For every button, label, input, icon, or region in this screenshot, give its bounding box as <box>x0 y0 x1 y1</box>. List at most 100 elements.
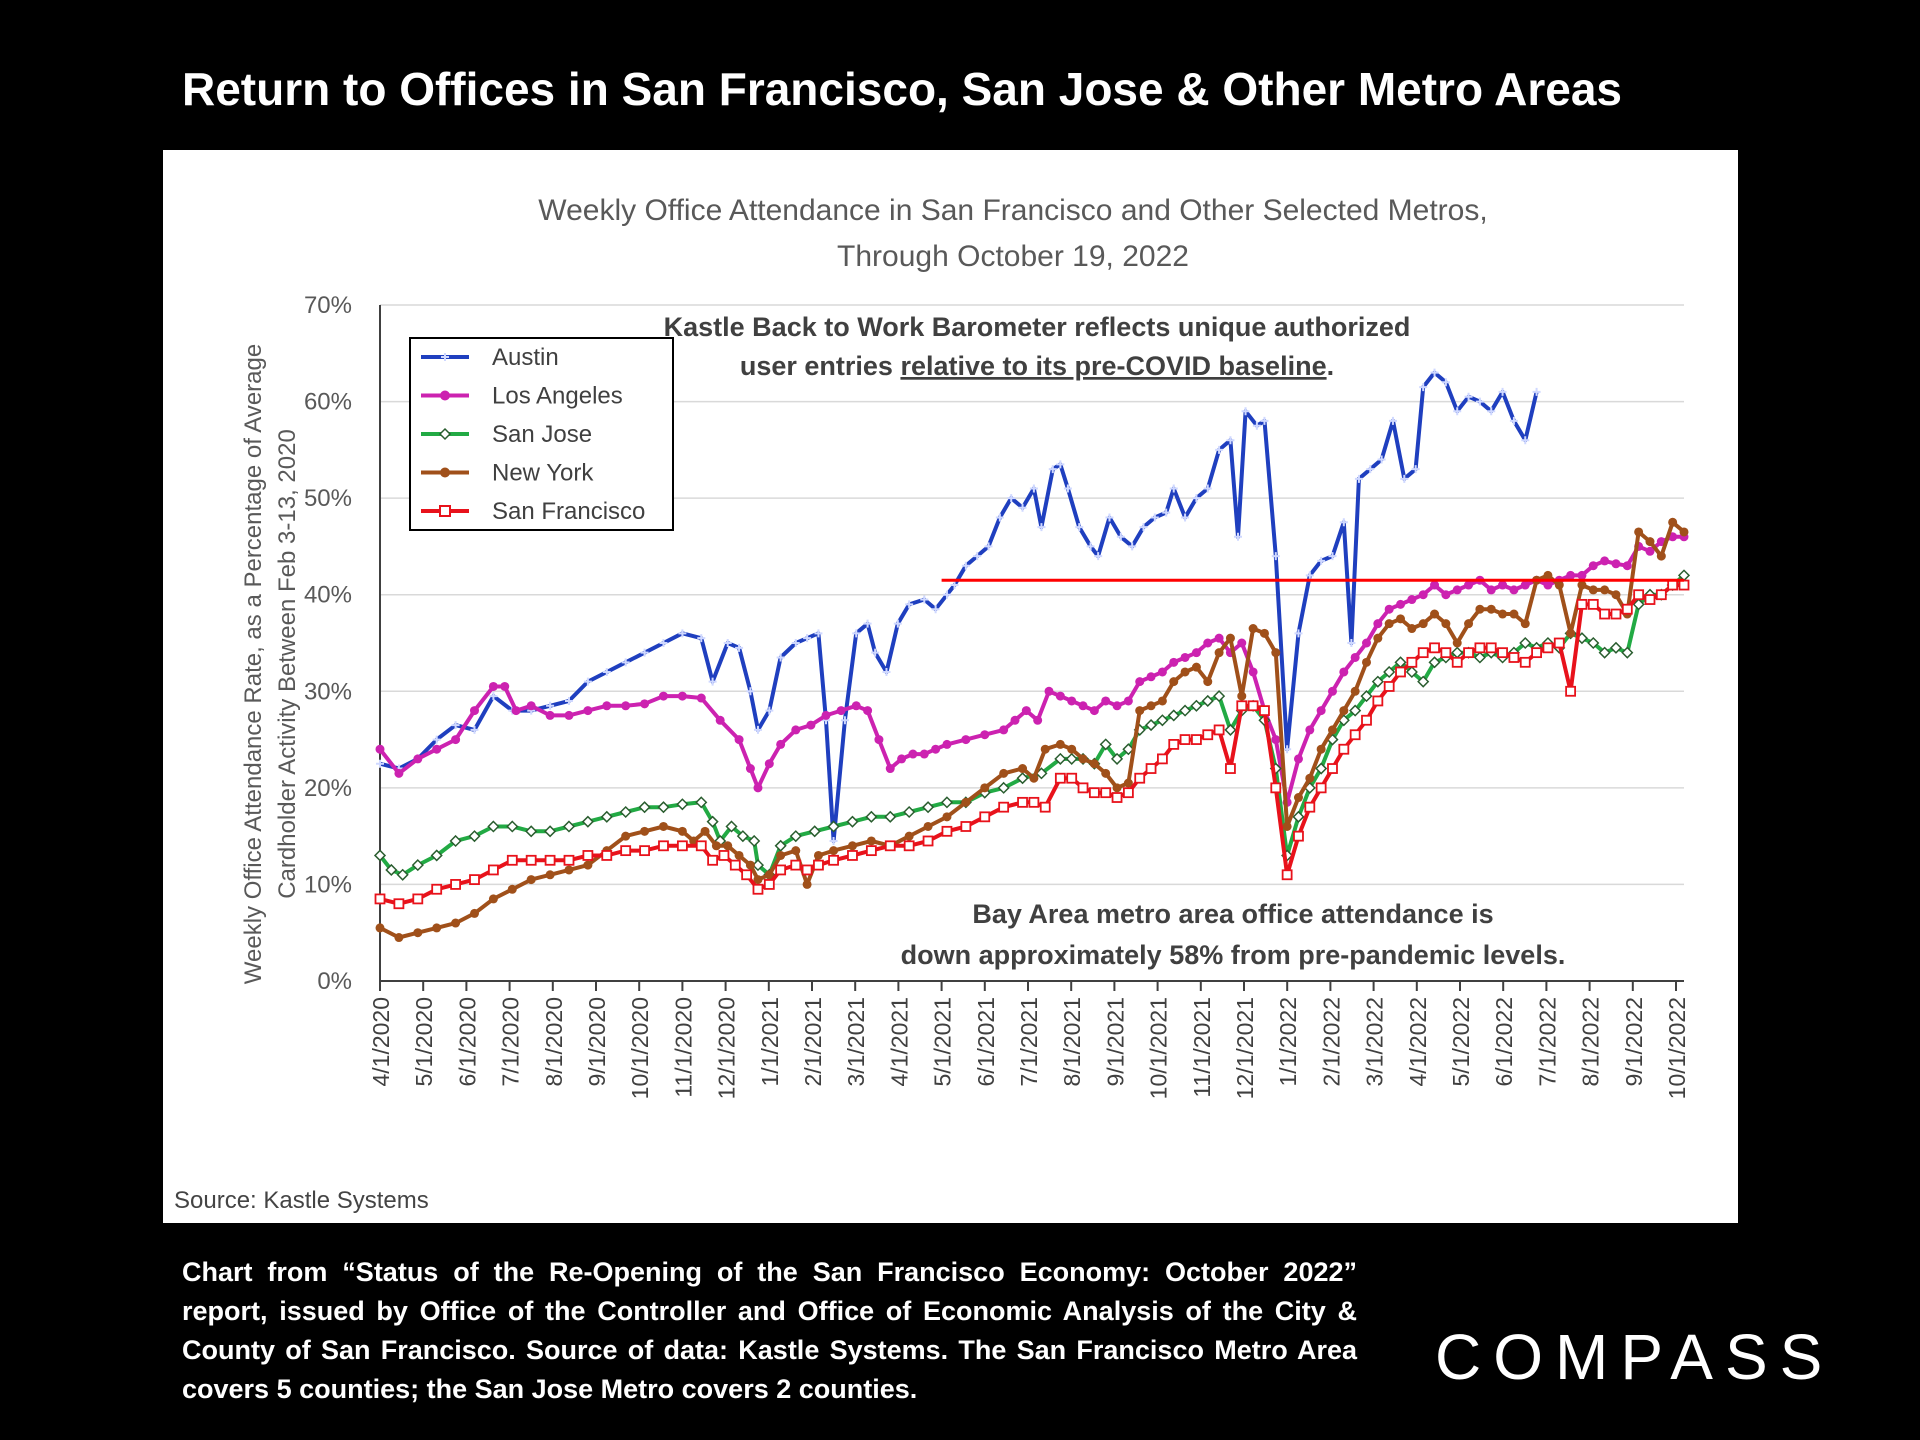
data-point <box>1077 782 1089 794</box>
data-point <box>412 893 424 905</box>
annotation-bottom-line2: down approximately 58% from pre-pandemic… <box>901 940 1566 970</box>
data-point <box>695 840 707 852</box>
data-point <box>1099 738 1112 751</box>
data-point <box>1021 706 1031 716</box>
data-point <box>1236 700 1248 712</box>
data-point <box>920 595 929 604</box>
data-point <box>1430 580 1440 590</box>
data-point <box>1519 656 1531 668</box>
data-point <box>1373 633 1383 643</box>
data-point <box>1452 585 1462 595</box>
data-point <box>1339 667 1349 677</box>
legend-marker <box>438 427 452 441</box>
y-tick-label: 60% <box>304 389 352 416</box>
x-tick-label: 9/1/2020 <box>584 997 610 1087</box>
data-point <box>506 854 518 866</box>
data-point <box>1532 387 1541 396</box>
data-point <box>621 658 630 667</box>
data-point <box>1191 648 1201 658</box>
data-point <box>487 820 500 833</box>
data-point <box>1305 571 1314 580</box>
data-point <box>1305 725 1315 735</box>
data-point <box>1430 609 1440 619</box>
data-point <box>695 796 708 809</box>
data-point <box>1271 648 1281 658</box>
annotation-top-underlined: relative to its pre-COVID baseline <box>900 351 1326 381</box>
data-point <box>1292 810 1305 823</box>
data-point <box>640 699 650 709</box>
legend-label: Austin <box>492 344 559 371</box>
data-point <box>1029 484 1038 493</box>
data-point <box>1039 801 1051 813</box>
data-point <box>791 639 800 647</box>
data-point <box>1146 701 1156 711</box>
data-point <box>564 865 574 875</box>
x-tick-label: 5/1/2021 <box>930 997 956 1087</box>
data-point <box>1634 527 1644 537</box>
data-point <box>1441 619 1451 629</box>
data-point <box>621 701 631 711</box>
data-point <box>432 735 441 744</box>
data-point <box>1543 570 1553 580</box>
data-point <box>1588 585 1598 595</box>
x-tick-label: 1/1/2021 <box>757 997 783 1087</box>
data-point <box>885 764 895 774</box>
data-point <box>1181 513 1190 522</box>
data-point <box>1203 484 1212 493</box>
data-point <box>1497 647 1508 659</box>
data-point <box>1271 735 1281 745</box>
legend-item: San Jose <box>421 421 592 448</box>
data-point <box>735 643 744 652</box>
data-point <box>619 805 632 819</box>
data-point <box>1028 796 1040 808</box>
page-title: Return to Offices in San Francisco, San … <box>182 63 1622 115</box>
data-point <box>808 825 821 838</box>
data-point <box>865 810 878 823</box>
data-point <box>1383 681 1395 692</box>
x-tick-label: 6/1/2022 <box>1491 997 1517 1087</box>
series-san-francisco <box>374 579 1690 910</box>
data-point <box>451 721 460 730</box>
data-point <box>1441 378 1450 387</box>
data-point <box>658 821 668 831</box>
legend-label: San Francisco <box>492 498 645 525</box>
data-point <box>639 845 650 857</box>
data-point <box>1519 636 1532 650</box>
data-point <box>451 735 461 745</box>
data-point <box>753 783 763 793</box>
data-point <box>1632 598 1645 611</box>
data-point <box>942 812 952 822</box>
data-point <box>487 864 499 876</box>
annotation-top-after: . <box>1327 351 1335 381</box>
data-point <box>847 850 858 861</box>
data-point <box>884 810 897 823</box>
data-point <box>1587 636 1600 650</box>
data-point <box>1576 598 1588 610</box>
x-tick-label: 5/1/2020 <box>411 997 437 1087</box>
data-point <box>1349 729 1361 741</box>
data-point <box>829 846 839 856</box>
data-point <box>1190 699 1203 712</box>
data-point <box>1327 725 1337 735</box>
data-point <box>827 820 840 833</box>
data-point <box>1371 675 1384 688</box>
data-point <box>1475 604 1485 614</box>
data-point <box>1248 667 1258 677</box>
data-point <box>828 854 839 866</box>
data-point <box>1213 690 1226 703</box>
data-point <box>411 859 424 872</box>
data-point <box>564 710 574 720</box>
data-point <box>729 859 741 871</box>
data-point <box>753 725 762 734</box>
data-point <box>708 677 717 686</box>
data-point <box>1139 523 1148 532</box>
data-point <box>1067 744 1077 754</box>
annotation-top-line1: Kastle Back to Work Barometer reflects u… <box>664 312 1411 342</box>
data-point <box>1383 665 1396 679</box>
data-point <box>1475 397 1484 406</box>
data-point <box>893 619 902 628</box>
data-point <box>1473 651 1486 664</box>
data-point <box>1508 652 1520 663</box>
data-point <box>711 841 721 851</box>
data-point <box>431 883 443 895</box>
